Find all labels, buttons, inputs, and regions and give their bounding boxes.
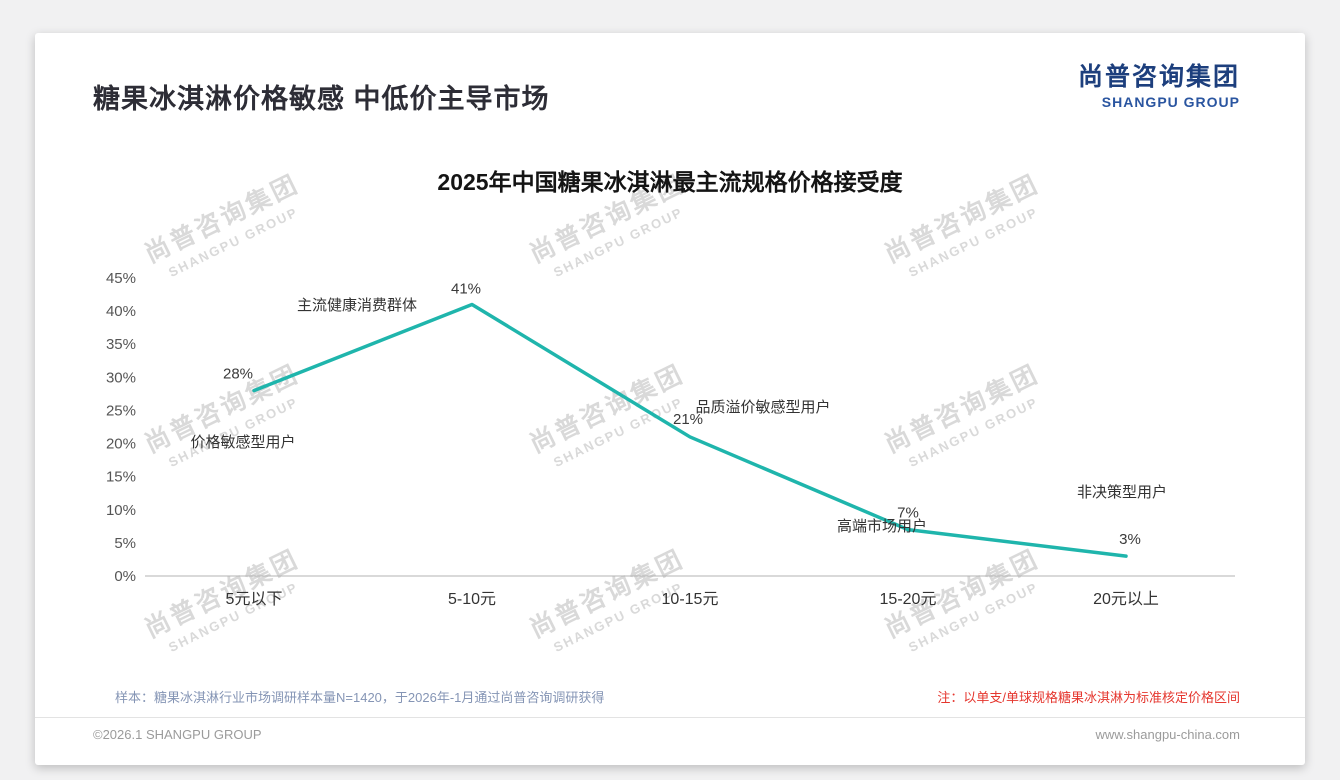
annotation-label: 主流健康消费群体: [297, 297, 417, 314]
annotation-label: 高端市场用户: [837, 518, 927, 535]
slide-content: 糖果冰淇淋价格敏感 中低价主导市场 尚普咨询集团 SHANGPU GROUP 2…: [35, 33, 1305, 765]
page-title: 糖果冰淇淋价格敏感 中低价主导市场: [93, 84, 550, 114]
footer-row: ©2026.1 SHANGPU GROUP www.shangpu-china.…: [93, 727, 1240, 742]
y-tick-label: 25%: [106, 402, 136, 419]
chart-svg: 0% 5% 10% 15% 20% 25% 30% 35% 40% 45% 5元以下 5-10元 10-…: [106, 270, 1235, 608]
logo-cn-text: 尚普咨询集团: [1077, 63, 1240, 91]
line-chart: 0% 5% 10% 15% 20% 25% 30% 35% 40% 45% 5元以下 5-10元 10-…: [90, 260, 1250, 620]
x-tick-label: 15-20元: [880, 591, 937, 608]
value-label: 3%: [1119, 531, 1141, 548]
chart-title: 2025年中国糖果冰淇淋最主流规格价格接受度: [437, 169, 903, 195]
x-tick-label: 20元以上: [1093, 590, 1159, 608]
slide-card: 尚普咨询集团 SHANGPU GROUP 尚普咨询集团 SHANGPU GROUP 尚普…: [35, 33, 1305, 765]
footer-divider: [35, 717, 1305, 718]
y-tick-label: 20%: [106, 436, 136, 453]
annotation-label: 非决策型用户: [1077, 484, 1167, 501]
x-tick-label: 5元以下: [226, 591, 283, 608]
y-tick-label: 40%: [106, 303, 136, 320]
y-tick-label: 15%: [106, 469, 136, 486]
y-tick-label: 45%: [106, 270, 136, 287]
sample-note: 样本：糖果冰淇淋行业市场调研样本量N=1420，于2026年-1月通过尚普咨询调…: [115, 690, 605, 705]
website-text: www.shangpu-china.com: [1095, 727, 1240, 742]
price-definition-note: 注：以单支/单球规格糖果冰淇淋为标准核定价格区间: [937, 690, 1240, 705]
y-tick-label: 30%: [106, 369, 136, 386]
value-label: 41%: [451, 280, 481, 297]
annotation-label: 价格敏感型用户: [190, 434, 295, 451]
x-tick-label: 5-10元: [448, 591, 496, 608]
trend-line: [252, 302, 1128, 558]
copyright-text: ©2026.1 SHANGPU GROUP: [93, 727, 262, 742]
y-tick-label: 0%: [114, 568, 136, 585]
company-logo: 尚普咨询集团 SHANGPU GROUP: [1078, 57, 1240, 110]
y-tick-label: 5%: [114, 535, 136, 552]
value-label: 21%: [673, 411, 703, 428]
footnote-row: 样本：糖果冰淇淋行业市场调研样本量N=1420，于2026年-1月通过尚普咨询调…: [115, 687, 1240, 706]
y-tick-label: 10%: [106, 502, 136, 519]
annotation-label: 品质溢价敏感型用户: [695, 399, 830, 416]
logo-en-text: SHANGPU GROUP: [1101, 94, 1240, 110]
value-label: 7%: [897, 505, 919, 522]
x-tick-label: 10-15元: [662, 591, 719, 608]
value-label: 28%: [223, 366, 253, 383]
y-tick-label: 35%: [106, 336, 136, 353]
